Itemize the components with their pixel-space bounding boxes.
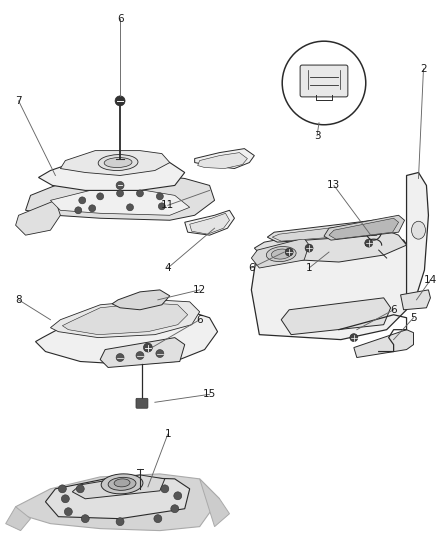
Circle shape [365,239,373,247]
Circle shape [156,193,163,200]
Polygon shape [35,308,218,365]
Text: 6: 6 [196,314,203,325]
Polygon shape [198,152,247,168]
Polygon shape [100,337,185,367]
Circle shape [127,204,134,211]
FancyBboxPatch shape [300,65,348,97]
Text: 11: 11 [161,200,174,211]
Circle shape [79,197,86,204]
Circle shape [137,190,143,197]
Polygon shape [251,238,309,268]
Polygon shape [6,507,31,531]
Polygon shape [401,290,431,310]
FancyBboxPatch shape [136,398,148,408]
Circle shape [89,205,95,212]
Text: 6: 6 [248,263,254,273]
Ellipse shape [101,474,143,494]
Polygon shape [200,479,230,527]
Polygon shape [50,300,200,337]
Polygon shape [254,228,406,262]
Ellipse shape [271,249,291,259]
Text: 1: 1 [306,263,312,273]
Circle shape [143,343,152,352]
Ellipse shape [104,158,132,167]
Circle shape [97,193,104,200]
Polygon shape [112,290,170,310]
Ellipse shape [266,247,296,262]
Polygon shape [72,475,165,499]
Circle shape [116,518,124,526]
Ellipse shape [412,221,425,239]
Polygon shape [281,298,391,335]
Circle shape [159,203,165,210]
Polygon shape [267,220,384,242]
Circle shape [350,334,358,342]
Text: 3: 3 [314,131,320,141]
Circle shape [174,492,182,500]
Polygon shape [39,159,185,190]
Text: 13: 13 [327,181,341,190]
Circle shape [58,485,66,493]
Circle shape [154,515,162,523]
Circle shape [116,181,124,189]
Polygon shape [25,175,215,220]
Polygon shape [16,474,219,531]
Circle shape [285,248,293,256]
Text: 2: 2 [420,64,427,74]
Polygon shape [324,215,405,240]
Text: 6: 6 [117,14,124,25]
Text: 14: 14 [424,275,437,285]
Circle shape [171,505,179,513]
Polygon shape [46,477,190,519]
Circle shape [116,353,124,361]
Polygon shape [354,330,413,358]
Circle shape [61,495,69,503]
Polygon shape [190,213,230,234]
Circle shape [117,190,124,197]
Ellipse shape [108,478,136,490]
Circle shape [305,244,313,252]
Text: 7: 7 [15,96,22,106]
Ellipse shape [114,479,130,487]
Text: 12: 12 [193,285,206,295]
Text: 15: 15 [203,389,216,399]
Circle shape [115,96,125,106]
Polygon shape [272,223,379,241]
Circle shape [136,352,144,360]
Ellipse shape [98,155,138,171]
Polygon shape [194,149,254,168]
Polygon shape [329,218,399,239]
Polygon shape [62,303,188,335]
Text: 5: 5 [410,313,417,322]
Circle shape [156,350,164,358]
Polygon shape [406,173,428,305]
Circle shape [81,515,89,523]
Polygon shape [16,200,60,235]
Text: 6: 6 [390,305,397,315]
Circle shape [76,485,84,493]
Polygon shape [60,151,170,175]
Text: 4: 4 [165,263,171,273]
Circle shape [75,207,82,214]
Polygon shape [251,235,413,340]
Text: 8: 8 [15,295,22,305]
Circle shape [282,41,366,125]
Circle shape [161,485,169,493]
Circle shape [64,508,72,516]
Polygon shape [50,190,190,215]
Polygon shape [185,211,234,235]
Text: 1: 1 [165,429,171,439]
